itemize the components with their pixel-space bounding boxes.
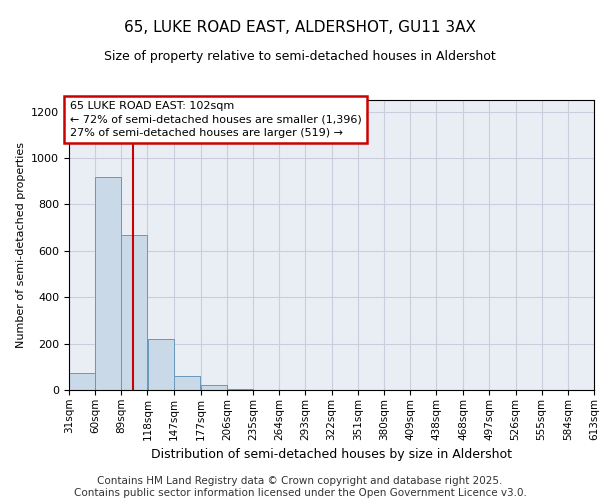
X-axis label: Distribution of semi-detached houses by size in Aldershot: Distribution of semi-detached houses by … [151,448,512,461]
Bar [148,339,173,390]
Bar [69,372,95,390]
Text: Size of property relative to semi-detached houses in Aldershot: Size of property relative to semi-detach… [104,50,496,63]
Text: Contains HM Land Registry data © Crown copyright and database right 2025.
Contai: Contains HM Land Registry data © Crown c… [74,476,526,498]
Text: 65 LUKE ROAD EAST: 102sqm
← 72% of semi-detached houses are smaller (1,396)
27% : 65 LUKE ROAD EAST: 102sqm ← 72% of semi-… [70,102,362,138]
Bar [121,234,148,390]
Text: 65, LUKE ROAD EAST, ALDERSHOT, GU11 3AX: 65, LUKE ROAD EAST, ALDERSHOT, GU11 3AX [124,20,476,35]
Bar [174,376,200,390]
Bar [95,176,121,390]
Bar [201,386,227,390]
Bar [227,389,253,390]
Y-axis label: Number of semi-detached properties: Number of semi-detached properties [16,142,26,348]
